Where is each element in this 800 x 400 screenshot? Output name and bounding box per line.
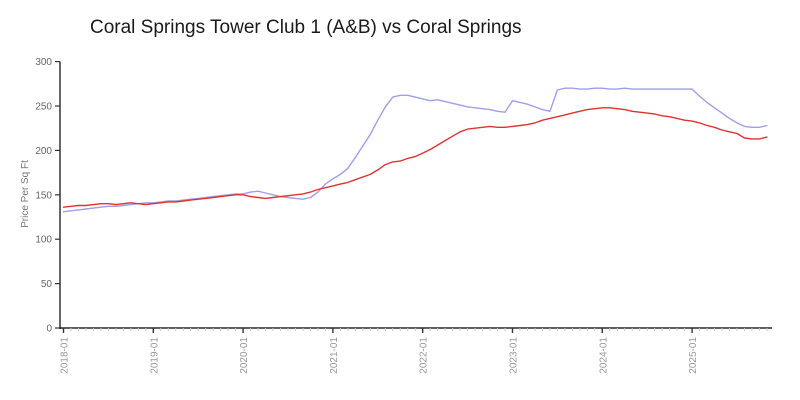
chart-title: Coral Springs Tower Club 1 (A&B) vs Cora… (90, 17, 522, 38)
y-axis-ticks: 0 50 100 150 200 250 300 (35, 57, 60, 335)
y-tick-label: 100 (35, 235, 52, 246)
y-tick-label: 0 (46, 324, 52, 335)
y-tick-label: 50 (41, 279, 53, 290)
x-tick-label: 2019-01 (149, 337, 160, 374)
x-axis-ticks: 2018-01 2019-01 2020-01 2021-01 2022-01 2023-… (60, 328, 768, 374)
axes (59, 61, 772, 329)
y-tick-label: 150 (35, 190, 52, 201)
x-tick-label: 2022-01 (419, 337, 430, 374)
series-line-0 (62, 107, 768, 208)
y-tick-label: 250 (35, 102, 52, 113)
x-tick-label: 2025-01 (688, 337, 699, 374)
series-line-1 (62, 87, 768, 213)
x-tick-label: 2018-01 (60, 337, 71, 374)
y-axis-title: Price Per Sq Ft (20, 160, 31, 228)
x-tick-label: 2021-01 (329, 337, 340, 374)
y-tick-label: 200 (35, 146, 52, 157)
y-tick-label: 300 (35, 57, 52, 68)
x-tick-label: 2024-01 (598, 337, 609, 374)
x-tick-label: 2023-01 (508, 337, 519, 374)
series-lines (62, 87, 768, 213)
x-tick-label: 2020-01 (239, 337, 250, 374)
